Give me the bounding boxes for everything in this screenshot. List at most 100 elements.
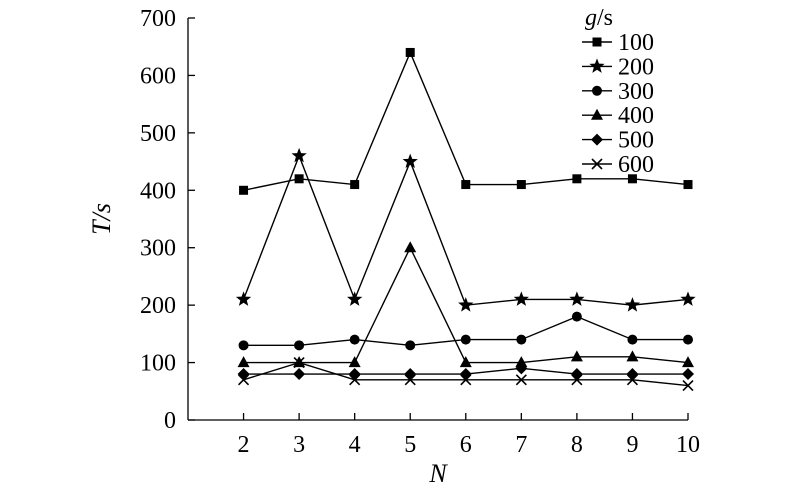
- data-point-600: [349, 374, 361, 386]
- x-tick-label: 6: [460, 432, 472, 458]
- data-point-500: [682, 368, 694, 381]
- data-point-500: [515, 362, 528, 375]
- data-point-300: [683, 334, 693, 345]
- legend-label: 200: [618, 54, 654, 80]
- legend-item-400: 400: [582, 103, 654, 129]
- x-axis-title: N: [428, 459, 448, 488]
- x-marker-stroke: [460, 374, 472, 386]
- x-tick-label: 3: [293, 432, 305, 458]
- data-point-300: [238, 340, 249, 351]
- legend-item-200: 200: [582, 54, 654, 80]
- legend-marker: [592, 37, 602, 47]
- x-tick-label: 4: [349, 432, 361, 458]
- x-tick-label: 10: [676, 432, 700, 458]
- y-tick-label: 400: [140, 178, 176, 204]
- x-tick-label: 8: [571, 432, 583, 458]
- data-point-100: [627, 174, 637, 184]
- x-marker-stroke: [682, 379, 694, 392]
- data-point-400: [348, 356, 361, 368]
- x-tick-label: 9: [626, 432, 638, 458]
- data-point-400: [515, 356, 528, 368]
- data-point-300: [405, 340, 416, 351]
- legend-item-500: 500: [582, 128, 654, 154]
- data-point-200: [347, 291, 363, 306]
- y-axis-title: T/s: [87, 203, 116, 235]
- data-point-100: [405, 47, 415, 57]
- data-point-300: [294, 340, 305, 351]
- data-point-400: [626, 350, 639, 362]
- x-marker-stroke: [515, 374, 527, 386]
- data-point-400: [459, 356, 472, 368]
- data-point-200: [402, 153, 418, 169]
- legend-label: 500: [618, 128, 654, 154]
- data-point-500: [404, 368, 417, 381]
- series-100: [239, 47, 693, 195]
- data-point-100: [516, 180, 526, 190]
- y-tick-label: 700: [140, 6, 176, 32]
- data-point-100: [294, 174, 304, 184]
- data-point-300: [349, 334, 360, 345]
- legend-item-300: 300: [582, 79, 654, 105]
- x-tick-label: 7: [515, 432, 527, 458]
- data-point-600: [682, 379, 694, 392]
- data-point-200: [680, 291, 696, 306]
- series-300: [238, 311, 693, 351]
- legend-item-100: 100: [582, 30, 654, 56]
- data-point-100: [461, 180, 471, 190]
- data-point-400: [237, 356, 250, 368]
- data-point-200: [458, 297, 474, 312]
- x-marker-stroke: [349, 374, 361, 386]
- y-tick-label: 100: [140, 351, 176, 377]
- series-600: [237, 357, 694, 392]
- data-point-200: [291, 147, 307, 163]
- data-point-500: [459, 368, 472, 381]
- legend-item-600: 600: [582, 152, 654, 178]
- x-marker-stroke: [293, 357, 305, 369]
- x-tick-label: 5: [404, 432, 416, 458]
- series-layer: [235, 47, 696, 392]
- x-marker-stroke: [571, 374, 583, 386]
- y-tick-label: 500: [140, 121, 176, 147]
- legend-label: 100: [618, 30, 654, 56]
- legend-marker: [592, 85, 602, 96]
- data-point-400: [570, 350, 583, 362]
- data-point-600: [571, 374, 583, 386]
- data-point-300: [460, 334, 471, 345]
- legend-marker: [591, 158, 603, 170]
- data-point-100: [683, 180, 693, 190]
- y-tick-label: 300: [140, 236, 176, 262]
- y-tick-label: 0: [164, 408, 176, 434]
- legend-label: 400: [618, 103, 654, 129]
- data-point-300: [571, 311, 582, 322]
- y-tick-label: 600: [140, 63, 176, 89]
- data-point-600: [404, 374, 416, 386]
- legend-label: 300: [618, 79, 654, 105]
- data-point-600: [293, 357, 305, 369]
- legend-marker: [589, 58, 605, 73]
- data-point-200: [235, 291, 252, 306]
- data-point-500: [570, 368, 583, 381]
- data-point-200: [569, 291, 585, 306]
- x-marker-stroke: [404, 374, 416, 386]
- x-marker-stroke: [626, 374, 639, 386]
- data-point-300: [516, 334, 527, 345]
- data-point-200: [624, 297, 641, 312]
- series-400: [237, 241, 694, 368]
- data-point-400: [404, 241, 417, 253]
- series-200: [235, 147, 696, 312]
- data-point-600: [626, 374, 639, 386]
- legend-label: 600: [618, 152, 654, 178]
- data-point-100: [239, 185, 249, 195]
- data-point-600: [237, 374, 250, 386]
- data-point-500: [626, 368, 639, 381]
- legend-title: g/s: [585, 5, 613, 31]
- x-tick-label: 2: [238, 432, 250, 458]
- data-point-200: [513, 291, 529, 306]
- data-point-100: [572, 174, 582, 184]
- data-point-100: [350, 180, 360, 190]
- data-point-500: [293, 368, 306, 381]
- legend-marker: [591, 108, 603, 120]
